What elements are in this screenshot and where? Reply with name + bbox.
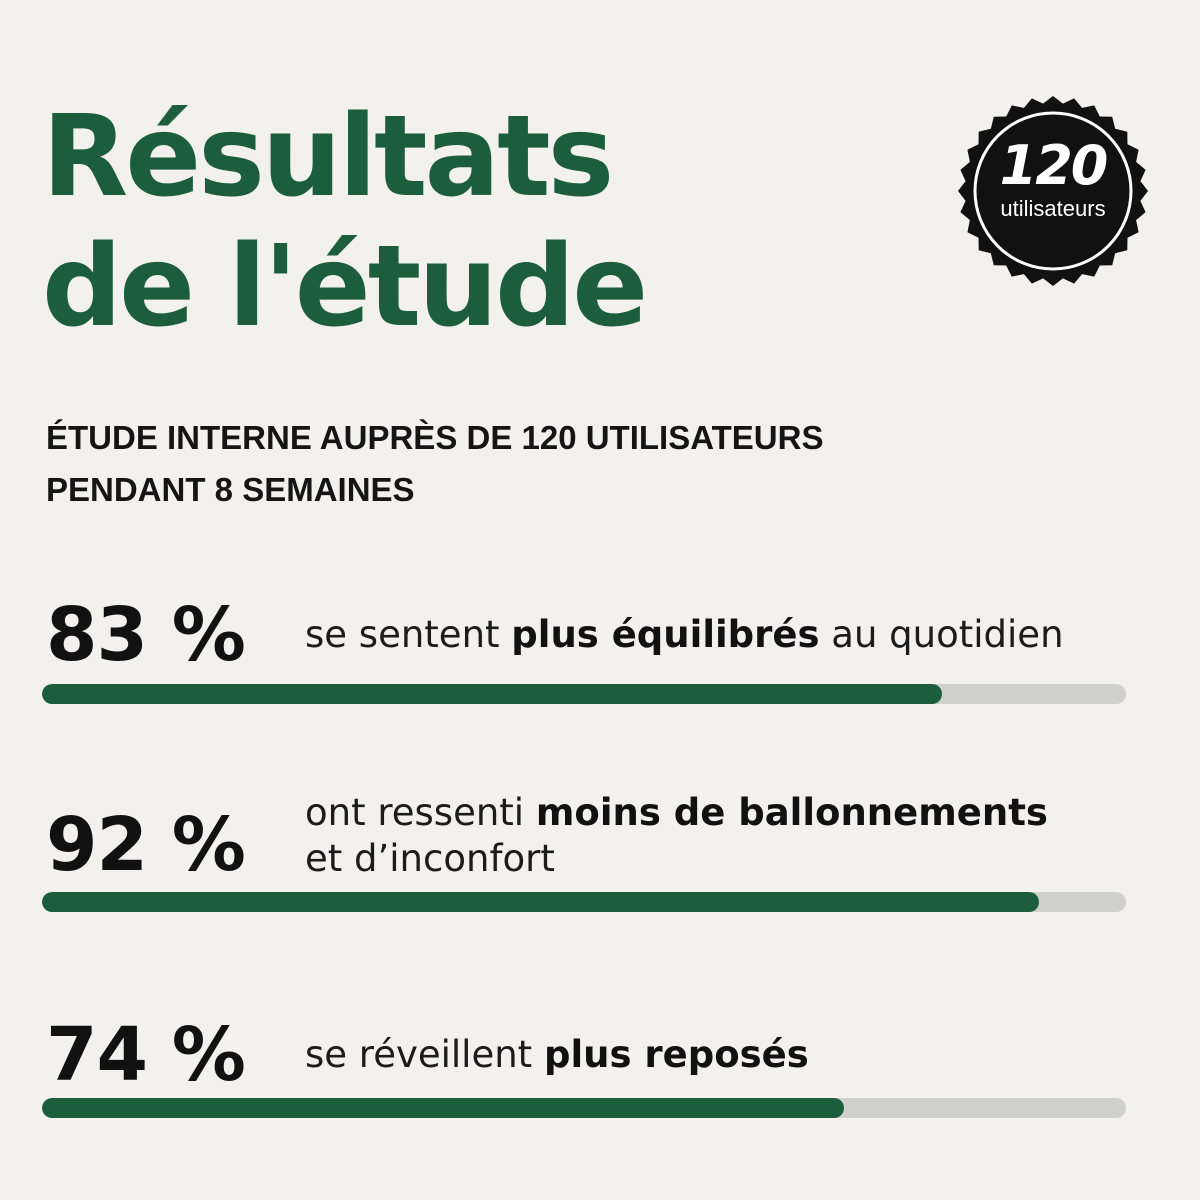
badge-label: utilisateurs xyxy=(1000,196,1106,221)
user-count-badge: 120 utilisateurs xyxy=(958,96,1148,286)
stat-text-bold: moins de ballonnements xyxy=(535,791,1048,834)
stat-text-regular: ont ressenti xyxy=(305,791,536,834)
progress-track xyxy=(42,684,1126,704)
stat-text-regular-end: au quotidien xyxy=(819,613,1064,656)
badge-number: 120 xyxy=(999,134,1109,197)
progress-fill xyxy=(42,684,942,704)
stat-description: se réveillent plus reposés xyxy=(305,1032,809,1078)
stat-text-line-1: ont ressenti moins de ballonnements xyxy=(305,790,1048,836)
page-title-line-1: Résultats xyxy=(42,92,614,222)
stat-percent: 92 % xyxy=(46,802,246,888)
stat-percent: 74 % xyxy=(46,1012,246,1098)
stat-text-line-2: et d’inconfort xyxy=(305,837,555,880)
stat-text-regular: se réveillent xyxy=(305,1033,544,1076)
stat-percent: 83 % xyxy=(46,592,246,678)
progress-track xyxy=(42,1098,1126,1118)
subtitle-line-2: PENDANT 8 SEMAINES xyxy=(46,471,415,508)
page-title-line-2: de l'étude xyxy=(42,222,648,352)
stat-text-regular: se sentent xyxy=(305,613,512,656)
stat-text-bold: plus reposés xyxy=(543,1033,809,1076)
study-subtitle: ÉTUDE INTERNE AUPRÈS DE 120 UTILISATEURS… xyxy=(46,412,823,516)
progress-fill xyxy=(42,1098,845,1118)
progress-track xyxy=(42,892,1126,912)
stat-description: ont ressenti moins de ballonnements et d… xyxy=(305,790,1048,882)
seal-badge-icon xyxy=(958,96,1148,286)
progress-fill xyxy=(42,892,1040,912)
subtitle-line-1: ÉTUDE INTERNE AUPRÈS DE 120 UTILISATEURS xyxy=(46,419,824,456)
stat-description: se sentent plus équilibrés au quotidien xyxy=(305,612,1064,658)
stat-text-bold: plus équilibrés xyxy=(511,613,820,656)
